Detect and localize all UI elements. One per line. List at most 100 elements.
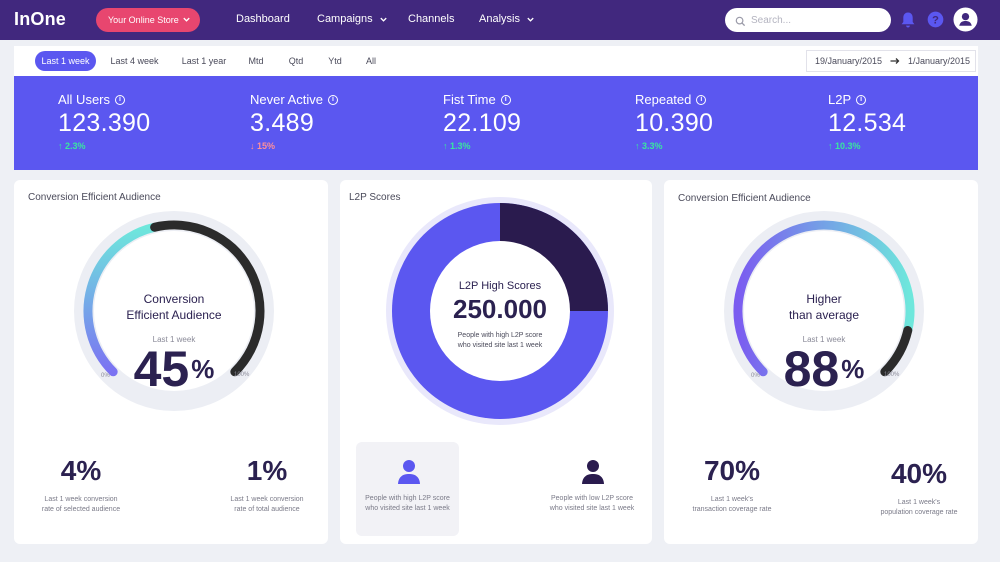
nav-channels[interactable]: Channels [408, 13, 454, 25]
chevron-down-icon [182, 15, 191, 24]
metric-transaction-coverage: 70% Last 1 week's transaction coverage r… [680, 455, 784, 515]
people-desc-line: People with low L2P score [551, 495, 633, 502]
kpi-all-users: All Users i 123.390 ↑ 2.3% [58, 92, 150, 151]
donut-center-title: L2P High Scores [458, 280, 542, 292]
gauge-percent: % [841, 354, 865, 384]
filter-mtd[interactable]: Mtd [248, 56, 264, 66]
high-score-people-tile[interactable] [356, 442, 459, 536]
kpi-repeated: Repeated i 10.390 ↑ 3.3% [635, 92, 713, 151]
donut-center-value: 250.000 [453, 294, 547, 324]
gauge-period: Last 1 week [152, 335, 196, 344]
metric-population-coverage: 40% Last 1 week's population coverage ra… [864, 458, 974, 518]
info-icon[interactable]: i [696, 94, 707, 105]
donut-hole [430, 241, 570, 381]
kpi-delta: 15% [257, 141, 276, 151]
person-icon [581, 459, 605, 490]
metric-value: 1% [246, 455, 288, 486]
filter-all[interactable]: All [365, 56, 376, 66]
search-box[interactable] [725, 8, 891, 32]
help-icon[interactable]: ? [927, 11, 944, 33]
nav-dashboard[interactable]: Dashboard [236, 13, 290, 25]
info-icon[interactable]: i [115, 94, 126, 105]
arrow-right-icon [889, 55, 901, 69]
donut-center-desc: People with high L2P score [457, 332, 543, 339]
nav-campaigns-label: Campaigns [317, 13, 373, 25]
metric-desc: Last 1 week conversion [230, 496, 304, 503]
kpi-delta: 10.3% [835, 141, 861, 151]
svg-text:?: ? [932, 14, 939, 26]
chevron-down-icon [526, 15, 535, 24]
card-title: L2P Scores [349, 192, 401, 203]
kpi-delta: 2.3% [65, 141, 86, 151]
kpi-band: All Users i 123.390 ↑ 2.3% Never Active i … [14, 76, 978, 170]
people-desc-line: who visited site last 1 week [549, 505, 635, 512]
gauge-label: Conversion [143, 292, 205, 306]
chevron-down-icon [379, 15, 388, 24]
donut-center-desc: who visited site last 1 week [457, 342, 543, 349]
gauge-max-tick: 100% [884, 372, 900, 378]
store-selector-button[interactable]: Your Online Store [96, 8, 200, 32]
time-filter-bar: Last 1 week Last 4 week Last 1 year Mtd … [14, 46, 978, 76]
conversion-card: Conversion Efficient Audience Conversion… [14, 180, 328, 544]
gauge-label: Efficient Audience [126, 308, 222, 322]
nav-campaigns[interactable]: Campaigns [317, 13, 388, 25]
date-from: 19/January/2015 [815, 56, 883, 66]
metric-desc: rate of total audience [234, 506, 300, 513]
gauge-value: 88% [754, 344, 894, 394]
kpi-label: All Users [58, 92, 111, 107]
store-selector-label: Your Online Store [108, 15, 179, 25]
gauge-min-tick: 0% [101, 373, 110, 379]
metric-desc: Last 1 week's [710, 496, 754, 503]
nav-dashboard-label: Dashboard [236, 13, 290, 25]
l2p-donut [386, 197, 614, 425]
date-to: 1/January/2015 [908, 56, 971, 66]
filter-last-1-week[interactable]: Last 1 week [35, 51, 96, 71]
metric-desc: transaction coverage rate [692, 506, 772, 513]
top-navbar: InOne Your Online Store Dashboard Campai… [0, 0, 1000, 40]
filter-qtd[interactable]: Qtd [288, 56, 304, 66]
kpi-label: Repeated [635, 92, 692, 107]
gauge-number: 45 [133, 341, 190, 397]
date-range-picker[interactable]: 19/January/2015 1/January/2015 [806, 50, 976, 72]
person-icon [397, 459, 421, 490]
arrow-down-icon: ↓ [250, 141, 255, 151]
kpi-value: 123.390 [58, 109, 151, 137]
conversion-gauge [74, 211, 274, 411]
kpi-label: Fist Time [443, 92, 496, 107]
gauge-value: 45% [104, 344, 244, 394]
arrow-up-icon: ↑ [443, 141, 448, 151]
user-avatar[interactable] [953, 7, 978, 37]
info-icon[interactable]: i [500, 94, 511, 105]
card-title: Conversion Efficient Audience [28, 192, 161, 203]
search-input[interactable] [751, 12, 881, 28]
gauge-label: than average [788, 308, 860, 322]
gauge-center: Higher than average Last 1 week 88% [754, 291, 894, 394]
app-logo[interactable]: InOne [14, 9, 67, 29]
l2p-scores-card: L2P Scores L2P High Scores 250.000 Peopl… [340, 180, 652, 544]
metric-value: 70% [703, 455, 761, 486]
gauge-period: Last 1 week [802, 335, 846, 344]
gauge-fill-arc [83, 222, 159, 377]
kpi-delta: 1.3% [450, 141, 471, 151]
kpi-delta: 3.3% [642, 141, 663, 151]
gauge-number: 88 [783, 341, 840, 397]
kpi-label: Never Active [250, 92, 323, 107]
filter-ytd[interactable]: Ytd [328, 56, 342, 66]
people-high-desc: People with high L2P score who visited s… [356, 494, 459, 514]
info-icon[interactable]: i [856, 94, 867, 105]
kpi-value: 3.489 [250, 109, 315, 137]
filter-last-4-week[interactable]: Last 4 week [110, 56, 159, 66]
donut-center: L2P High Scores 250.000 People with high… [430, 280, 570, 351]
nav-channels-label: Channels [408, 13, 455, 25]
bell-icon[interactable] [900, 11, 916, 34]
info-icon[interactable]: i [327, 94, 338, 105]
nav-analysis[interactable]: Analysis [479, 13, 535, 25]
average-gauge [724, 211, 924, 411]
gauge-remaining-arc [150, 220, 265, 377]
metric-value: 4% [60, 455, 102, 486]
filter-last-1-year[interactable]: Last 1 year [181, 56, 227, 66]
metric-desc: Last 1 week's [897, 499, 941, 506]
card-title: Conversion Efficient Audience [678, 193, 811, 204]
arrow-up-icon: ↑ [828, 141, 833, 151]
gauge-remaining-arc [880, 325, 913, 377]
